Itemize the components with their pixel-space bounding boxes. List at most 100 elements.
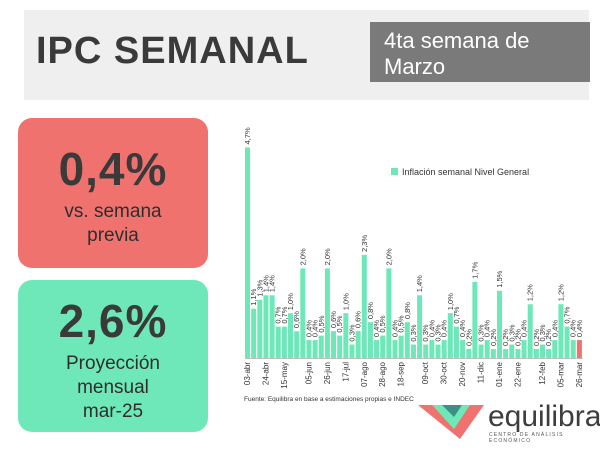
bar — [496, 290, 502, 358]
bar — [552, 340, 558, 358]
data-label: 0,2% — [544, 329, 553, 346]
bar — [275, 326, 281, 358]
data-label: 0,4% — [550, 320, 559, 337]
data-label: 1,0% — [286, 293, 295, 310]
data-label: 1,4% — [261, 275, 270, 292]
bar — [288, 313, 294, 358]
bar — [349, 344, 355, 358]
data-label: 0,3% — [538, 324, 547, 341]
data-label: 2,0% — [384, 248, 393, 265]
bar — [564, 326, 570, 358]
data-label: 0,4% — [304, 320, 313, 337]
bar — [269, 295, 275, 358]
data-label: 0,3% — [477, 324, 486, 341]
data-label: 1,3% — [255, 279, 264, 296]
bar — [478, 344, 484, 358]
bar — [361, 254, 367, 358]
x-tick-label: 20-nov — [458, 362, 467, 386]
bar — [404, 322, 410, 358]
data-label: 0,8% — [366, 302, 375, 319]
bar — [343, 313, 349, 358]
data-label: 0,3% — [421, 324, 430, 341]
data-label: 0,4% — [575, 320, 584, 337]
bar — [539, 344, 546, 358]
bar — [503, 349, 509, 358]
bar — [484, 340, 490, 358]
data-label: 2,3% — [360, 235, 369, 252]
data-label: 0,4% — [483, 320, 492, 337]
bar — [355, 331, 361, 358]
equilibra-logo-icon — [418, 405, 484, 439]
data-label: 0,5% — [317, 315, 326, 332]
bar — [312, 340, 318, 358]
x-tick-label: 01-ene — [495, 361, 504, 386]
data-label: 0,5% — [397, 315, 406, 332]
data-label: 2,0% — [298, 248, 307, 265]
bar — [380, 335, 386, 358]
data-label: 0,2% — [464, 329, 473, 346]
bar — [472, 281, 478, 358]
bar — [460, 340, 466, 358]
bar — [423, 344, 429, 358]
data-label: 0,2% — [501, 329, 510, 346]
data-label: 1,0% — [341, 293, 350, 310]
data-label: 0,8% — [403, 302, 412, 319]
x-tick-label: 26-jun — [323, 362, 332, 384]
data-label: 0,4% — [311, 320, 320, 337]
weekly-card: 0,4% vs. semana previa — [18, 118, 208, 268]
bar — [331, 331, 337, 358]
bar — [527, 304, 533, 358]
data-label: 0,4% — [569, 320, 578, 337]
data-label: 0,4% — [440, 320, 449, 337]
bar — [417, 295, 423, 358]
data-label: 1,0% — [446, 293, 455, 310]
data-label: 0,5% — [378, 315, 387, 332]
x-tick-label: 12-feb — [538, 361, 547, 384]
bar — [251, 308, 257, 358]
bar — [435, 344, 441, 358]
x-tick-label: 15-may — [280, 362, 289, 389]
bar — [318, 335, 324, 358]
monthly-label: Proyección mensual mar-25 — [66, 353, 160, 422]
data-label: 1,4% — [268, 275, 277, 292]
data-label: 0,3% — [347, 324, 356, 341]
bar — [515, 349, 521, 358]
bar — [533, 349, 539, 358]
data-label: 2,0% — [323, 248, 332, 265]
data-label: 0,7% — [563, 306, 572, 323]
x-tick-label: 28-ago — [378, 361, 387, 386]
bar — [453, 326, 459, 358]
bar — [306, 340, 312, 358]
data-label: 0,2% — [489, 329, 498, 346]
bar — [576, 340, 582, 358]
data-label: 0,7% — [274, 306, 283, 323]
x-tick-label: 30-oct — [440, 361, 449, 384]
legend-label: Inflación semanal Nivel General — [402, 167, 529, 177]
data-label: 1,7% — [470, 261, 479, 278]
bar — [324, 268, 330, 358]
data-label: 0,4% — [458, 320, 467, 337]
weekly-inflation-chart: 4,7%1,1%1,3%1,4%1,4%0,7%0,7%1,0%0,6%2,0%… — [243, 127, 584, 389]
data-label: 0,6% — [354, 311, 363, 328]
logo-tagline: CENTRO DE ANÁLISIS ECONÓMICO — [489, 432, 564, 444]
data-label: 0,3% — [507, 324, 516, 341]
bar — [441, 340, 447, 358]
data-label: 0,5% — [335, 315, 344, 332]
x-tick-label: 18-sep — [397, 361, 406, 386]
bar — [386, 268, 392, 358]
bar — [398, 335, 404, 358]
data-label: 1,1% — [249, 288, 258, 305]
data-label: 0,7% — [280, 306, 289, 323]
data-label: 0,7% — [452, 306, 461, 323]
data-label: 0,3% — [434, 324, 443, 341]
bar — [337, 335, 343, 358]
x-tick-label: 11-dic — [477, 362, 486, 383]
x-tick-label: 05-mar — [556, 362, 565, 388]
x-tick-label: 22-ene — [513, 361, 522, 386]
bar — [570, 340, 576, 358]
data-label: 0,4% — [372, 320, 381, 337]
bar — [466, 349, 472, 358]
data-label: 0,2% — [513, 329, 522, 346]
data-label: 4,7% — [243, 127, 252, 144]
page-title: IPC SEMANAL — [36, 30, 309, 72]
